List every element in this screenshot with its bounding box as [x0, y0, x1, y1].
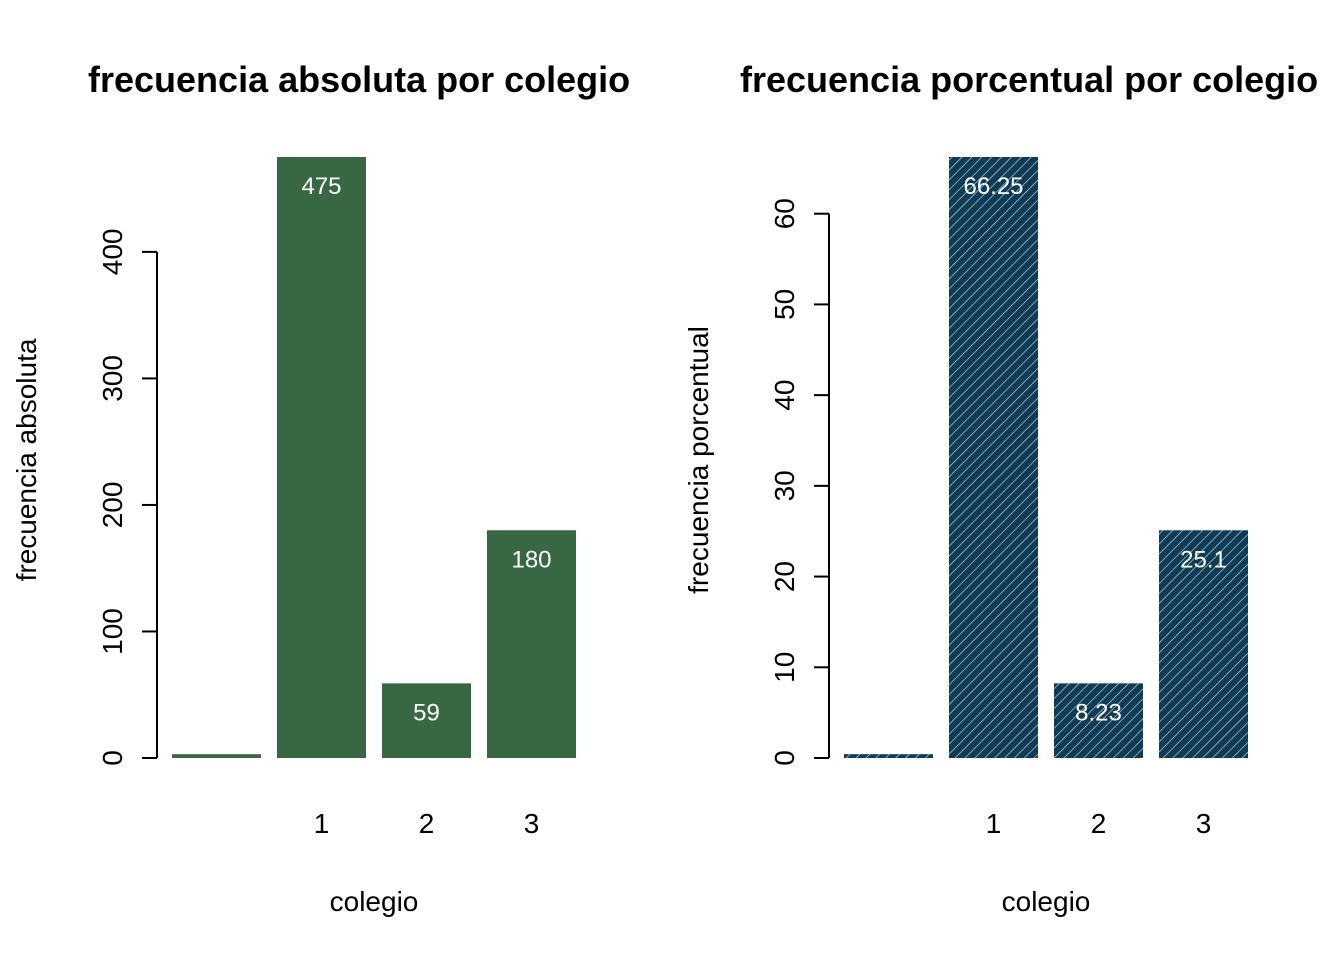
y-tick-label: 100 — [97, 608, 128, 655]
x-axis-label: colegio — [1002, 886, 1091, 917]
bar — [172, 754, 261, 758]
x-tick-label: 2 — [419, 808, 435, 839]
y-axis-label: frecuencia porcentual — [683, 326, 714, 594]
chart-title: frecuencia porcentual por colegio — [740, 59, 1318, 100]
data-label: 180 — [511, 546, 551, 573]
data-label: 66.25 — [963, 173, 1023, 200]
data-label: 25.1 — [1180, 546, 1227, 573]
x-tick-label: 3 — [524, 808, 540, 839]
x-tick-label: 3 — [1196, 808, 1212, 839]
x-tick-label: 1 — [314, 808, 330, 839]
y-tick-label: 0 — [97, 750, 128, 766]
y-tick-label: 40 — [769, 380, 800, 411]
x-axis-label: colegio — [330, 886, 419, 917]
y-tick-label: 50 — [769, 289, 800, 320]
chart-panel-absolute: frecuencia absoluta por colegio colegio … — [11, 59, 630, 917]
y-tick-label: 60 — [769, 198, 800, 229]
x-tick-label: 2 — [1091, 808, 1107, 839]
chart-title: frecuencia absoluta por colegio — [88, 59, 630, 100]
x-tick-label: 1 — [986, 808, 1002, 839]
y-tick-label: 20 — [769, 561, 800, 592]
y-axis-label: frecuencia absoluta — [11, 338, 42, 581]
y-tick-label: 300 — [97, 355, 128, 402]
bar — [277, 157, 366, 758]
y-tick-label: 200 — [97, 482, 128, 529]
bar-hatch — [1054, 683, 1143, 758]
bar — [382, 683, 471, 758]
y-tick-label: 10 — [769, 652, 800, 683]
bar-hatch — [1159, 530, 1248, 758]
data-label: 8.23 — [1075, 699, 1122, 726]
bar-hatch — [949, 157, 1038, 758]
chart-panel-percent: frecuencia porcentual por colegio colegi… — [683, 59, 1318, 917]
bar-hatch — [844, 754, 933, 758]
y-tick-label: 400 — [97, 229, 128, 276]
y-tick-label: 30 — [769, 470, 800, 501]
data-label: 475 — [301, 173, 341, 200]
bar — [487, 530, 576, 758]
y-tick-label: 0 — [769, 750, 800, 766]
data-label: 59 — [413, 699, 440, 726]
